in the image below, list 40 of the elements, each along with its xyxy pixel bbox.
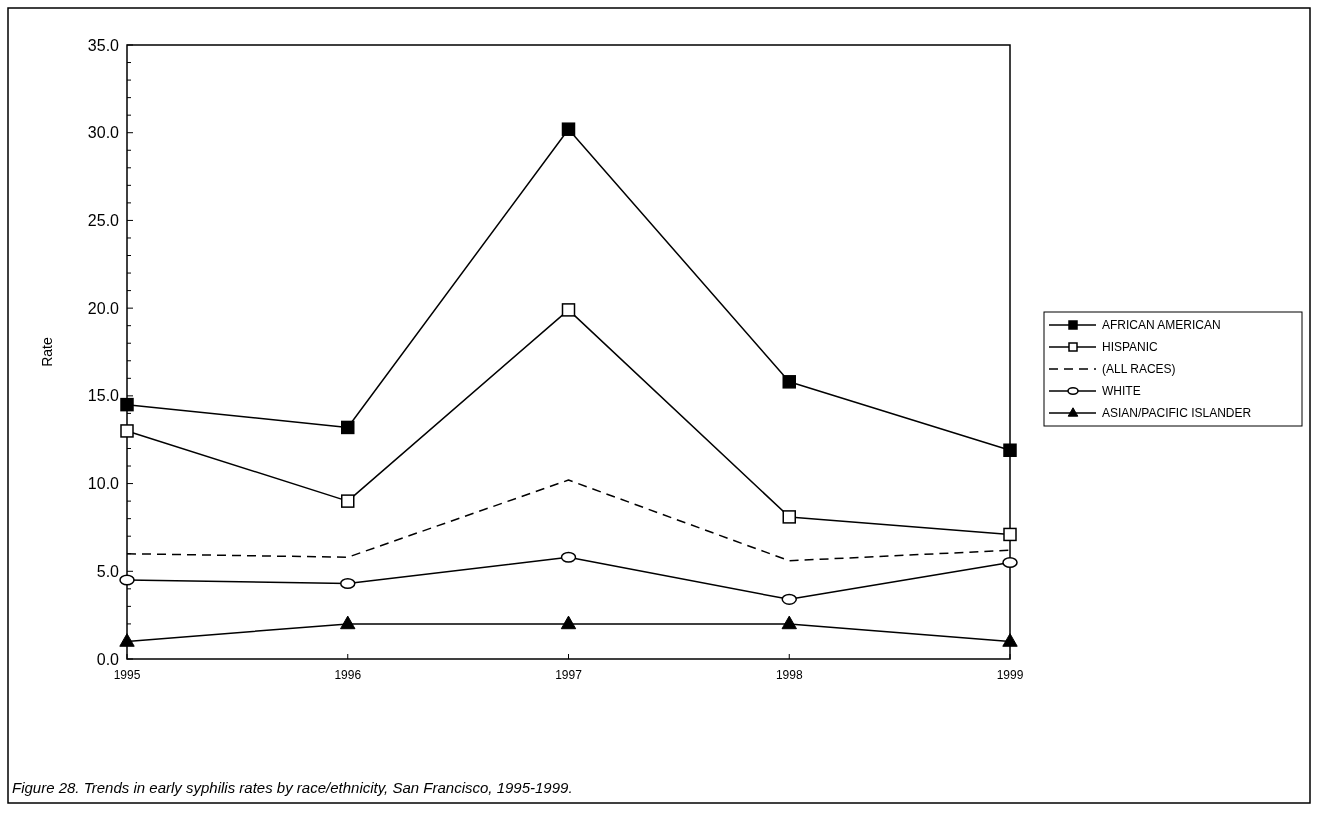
y-tick-label: 20.0: [87, 299, 120, 317]
legend-label: WHITE: [1102, 384, 1141, 399]
y-tick-label: 15.0: [87, 387, 120, 405]
point: [1002, 556, 1018, 569]
point: [560, 615, 577, 630]
point: [120, 397, 134, 412]
legend-label: (ALL RACES): [1102, 362, 1176, 377]
point: [782, 375, 796, 389]
point: [119, 633, 135, 647]
y-axis-title: Rate: [39, 337, 55, 367]
y-tick-label: 30.0: [87, 124, 120, 142]
point: [340, 578, 356, 590]
legend-label: AFRICAN AMERICAN: [1102, 318, 1221, 333]
y-tick-label: 25.0: [87, 212, 120, 230]
point: [560, 551, 577, 563]
legend-label: ASIAN/PACIFIC ISLANDER: [1102, 406, 1252, 421]
point: [781, 593, 797, 605]
point: [782, 510, 796, 524]
point: [561, 303, 576, 317]
point: [1003, 527, 1017, 542]
point: [341, 420, 355, 435]
point: [781, 615, 797, 630]
y-tick-label: 5.0: [96, 562, 120, 580]
point: [119, 574, 135, 586]
point: [340, 615, 356, 630]
x-tick-label: 1996: [334, 668, 362, 682]
x-tick-label: 1995: [113, 668, 141, 682]
point: [341, 494, 355, 508]
point: [120, 424, 134, 438]
point: [1003, 443, 1017, 457]
legend-label: HISPANIC: [1102, 340, 1159, 355]
y-tick-label: 10.0: [87, 475, 120, 493]
y-tick-label: 35.0: [87, 36, 120, 54]
x-tick-label: 1998: [775, 668, 803, 682]
caption: Figure 28. Trends in early syphilis rates by race/ethnicity, San Francisco, 1995-1999.: [12, 779, 573, 796]
x-tick-label: 1999: [996, 668, 1024, 682]
point: [1002, 633, 1018, 647]
x-tick-label: 1997: [555, 668, 583, 682]
y-tick-label: 0.0: [96, 650, 120, 668]
point: [561, 122, 576, 136]
